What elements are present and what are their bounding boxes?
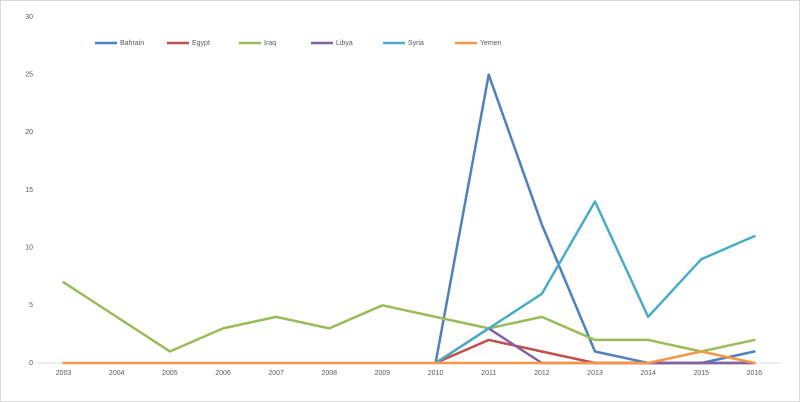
x-tick-label: 2005 [162, 370, 178, 377]
legend-label: Yemen [480, 40, 502, 47]
x-tick-label: 2015 [693, 370, 709, 377]
y-tick-label: 15 [25, 187, 33, 194]
y-tick-label: 5 [29, 302, 33, 309]
legend-label: Egypt [192, 40, 210, 47]
x-tick-label: 2013 [587, 370, 603, 377]
x-tick-label: 2014 [640, 370, 656, 377]
x-tick-label: 2011 [481, 370, 496, 377]
legend-label: Libya [336, 40, 353, 47]
x-tick-label: 2012 [534, 370, 550, 377]
legend-label: Iraq [264, 40, 276, 47]
x-tick-label: 2010 [428, 370, 444, 377]
x-tick-label: 2004 [109, 370, 125, 377]
legend-label: Bahrain [120, 40, 144, 47]
x-tick-label: 2007 [268, 370, 284, 377]
x-tick-label: 2003 [56, 370, 72, 377]
y-tick-label: 0 [29, 360, 33, 367]
series-line [434, 200, 756, 365]
series-line [62, 281, 756, 353]
x-tick-label: 2006 [215, 370, 231, 377]
x-tick-label: 2016 [747, 370, 763, 377]
y-tick-label: 25 [25, 72, 33, 79]
y-tick-label: 30 [25, 14, 33, 21]
x-tick-label: 2009 [375, 370, 391, 377]
y-tick-label: 10 [25, 245, 33, 252]
x-tick-label: 2008 [321, 370, 337, 377]
series-line [62, 350, 756, 365]
legend-label: Syria [408, 40, 424, 47]
y-tick-label: 20 [25, 129, 33, 136]
